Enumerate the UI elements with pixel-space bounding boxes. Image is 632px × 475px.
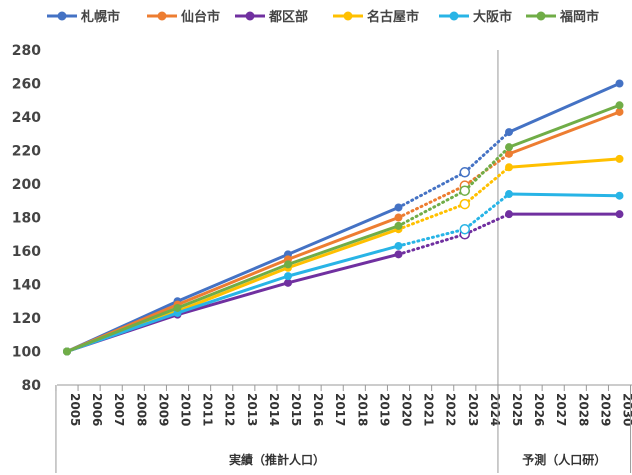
chart-legend: 札幌市 仙台市 都区部 名古屋市 大阪市 福岡市 xyxy=(47,9,599,25)
series-line-forecast xyxy=(508,192,620,198)
series-line-estimate xyxy=(397,145,511,228)
data-point xyxy=(394,250,403,259)
x-tick-label: 2028 xyxy=(576,393,590,426)
data-point xyxy=(505,128,513,137)
x-tick-label: 2020 xyxy=(400,393,414,426)
data-point-estimate xyxy=(459,198,471,210)
series-line-forecast xyxy=(508,82,621,134)
y-tick-label: 80 xyxy=(22,378,42,394)
data-point xyxy=(173,303,182,312)
legend-label: 福岡市 xyxy=(559,9,599,25)
series-line-actual xyxy=(66,206,400,353)
series-layer xyxy=(63,79,624,356)
y-tick-label: 220 xyxy=(12,144,41,160)
legend-marker xyxy=(343,11,353,21)
data-point xyxy=(394,241,403,250)
x-tick-label: 2017 xyxy=(333,393,347,426)
x-tick-label: 2007 xyxy=(112,393,126,426)
x-tick-label: 2015 xyxy=(289,393,303,426)
data-point xyxy=(394,203,403,212)
series-line-actual xyxy=(66,224,399,353)
legend-label: 大阪市 xyxy=(473,9,512,25)
x-tick-label: 2014 xyxy=(267,393,281,426)
data-point xyxy=(284,260,292,269)
series-札幌市 xyxy=(63,79,624,356)
series-line-estimate xyxy=(397,192,511,248)
x-group-label-forecast: 予測（人口研） xyxy=(522,452,606,467)
x-tick-label: 2019 xyxy=(377,393,391,426)
x-tick-label: 2008 xyxy=(134,393,148,426)
data-point xyxy=(63,347,71,356)
series-line-forecast xyxy=(508,157,620,169)
y-tick-label: 200 xyxy=(12,177,41,193)
x-tick-label: 2022 xyxy=(444,393,458,426)
x-tick-label: 2006 xyxy=(90,393,104,426)
x-tick-label: 2029 xyxy=(598,393,612,426)
data-point xyxy=(505,143,513,152)
x-tick-label: 2026 xyxy=(532,393,546,426)
data-point-estimate xyxy=(459,167,471,178)
legend-label: 名古屋市 xyxy=(367,9,419,25)
x-axis: 2005 2006 2007 2008 2009 2010 2011 2012 2013 2014… xyxy=(55,50,632,473)
y-tick-label: 240 xyxy=(12,110,41,126)
x-tick-label: 2010 xyxy=(179,393,193,426)
data-point xyxy=(615,79,624,88)
x-tick-label: 2021 xyxy=(422,393,436,426)
x-tick-label: 2013 xyxy=(245,393,259,426)
legend-label: 札幌市 xyxy=(80,9,120,25)
x-tick-label: 2012 xyxy=(223,393,237,426)
legend-marker xyxy=(449,11,459,21)
y-axis: 80 100 120 140 160 180 200 220 240 260 280 xyxy=(12,43,41,394)
y-tick-label: 280 xyxy=(12,43,41,59)
data-point xyxy=(615,210,624,219)
series-福岡市 xyxy=(63,101,624,356)
x-tick-label: 2009 xyxy=(156,393,170,426)
legend-marker xyxy=(57,11,67,21)
legend-marker xyxy=(245,11,255,21)
x-tick-label: 2024 xyxy=(488,393,502,426)
data-point xyxy=(284,272,292,281)
legend-label: 仙台市 xyxy=(181,9,220,25)
y-tick-label: 180 xyxy=(12,211,41,227)
y-tick-label: 160 xyxy=(12,244,41,260)
x-tick-label: 2025 xyxy=(510,393,524,426)
series-line-actual xyxy=(66,252,399,353)
data-point-estimate xyxy=(459,185,471,196)
y-tick-label: 260 xyxy=(12,77,41,93)
data-point xyxy=(394,213,403,222)
data-point xyxy=(505,163,513,172)
x-tick-label: 2011 xyxy=(201,393,215,426)
data-point xyxy=(615,191,624,200)
x-tick-label: 2005 xyxy=(68,393,82,426)
series-line-forecast xyxy=(508,110,621,156)
data-point xyxy=(505,190,513,199)
series-line-actual xyxy=(66,216,400,353)
data-point-estimate xyxy=(459,223,471,235)
y-tick-label: 120 xyxy=(12,311,41,327)
series-line-actual xyxy=(66,244,399,353)
y-tick-label: 140 xyxy=(12,278,41,294)
data-point xyxy=(284,278,292,287)
x-group-label-actual: 実績（推計人口） xyxy=(229,452,325,467)
x-tick-label: 2030 xyxy=(621,393,632,426)
x-tick-label: 2023 xyxy=(466,393,480,426)
y-tick-label: 100 xyxy=(12,345,41,361)
series-line-forecast xyxy=(508,103,621,149)
data-point xyxy=(615,101,624,110)
data-point xyxy=(615,154,624,163)
x-tick-label: 2016 xyxy=(311,393,325,426)
legend-label: 都区部 xyxy=(268,9,308,25)
legend-marker xyxy=(536,11,546,21)
x-tick-label: 2018 xyxy=(355,393,369,426)
series-line-estimate xyxy=(397,130,511,209)
legend-marker xyxy=(157,11,167,21)
data-point xyxy=(505,149,513,158)
series-line-estimate xyxy=(397,212,511,256)
data-point xyxy=(505,210,513,219)
data-point xyxy=(394,221,403,230)
x-tick-label: 2027 xyxy=(554,393,568,426)
data-point xyxy=(615,107,624,116)
